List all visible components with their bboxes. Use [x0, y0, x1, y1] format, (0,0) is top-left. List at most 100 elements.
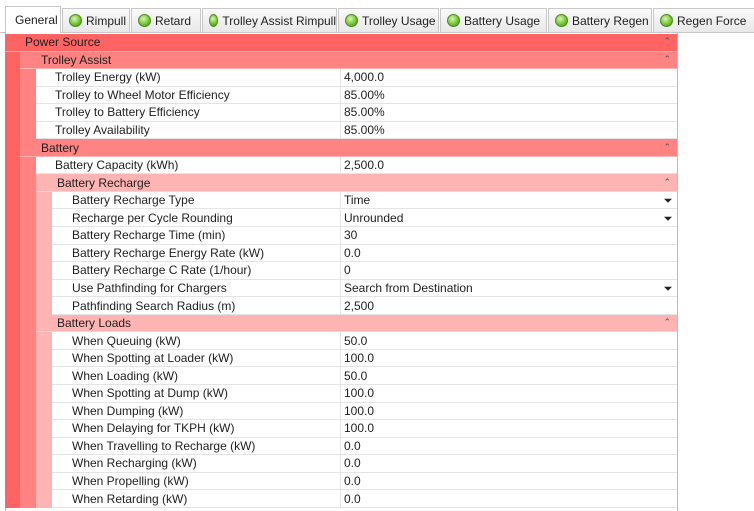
property-value[interactable]: 85.00% — [344, 105, 385, 120]
indent-strip — [5, 472, 20, 491]
category-header[interactable]: Battery ⌃ — [20, 139, 677, 157]
tab[interactable]: Trolley Assist Rimpull — [202, 8, 337, 32]
indent-strip — [5, 279, 20, 298]
column-divider — [340, 297, 341, 314]
property-label: When Dumping (kW) — [72, 403, 184, 418]
property-value[interactable]: 50.0 — [344, 368, 368, 383]
category-title: Battery Recharge — [57, 175, 151, 190]
property-value[interactable]: 100.0 — [344, 351, 375, 366]
tab-label: Retard — [155, 13, 192, 28]
property-value[interactable]: 100.0 — [344, 421, 375, 436]
indent-strip — [5, 121, 20, 140]
tab[interactable]: Trolley Usage — [338, 8, 439, 32]
property-label: When Queuing (kW) — [72, 333, 181, 348]
tab-label: Battery Usage — [464, 13, 541, 28]
tab[interactable]: Regen Force — [653, 8, 754, 32]
indent-strip — [5, 490, 20, 509]
property-label: When Spotting at Dump (kW) — [72, 386, 229, 401]
property-row: Battery Recharge Time (min) 30 — [52, 227, 677, 245]
dropdown-arrow[interactable] — [664, 216, 672, 221]
column-divider — [340, 402, 341, 420]
property-row: When Propelling (kW) 0.0 — [52, 472, 677, 491]
collapse-icon[interactable]: ⌃ — [663, 141, 671, 152]
category-header[interactable]: Battery Loads ⌃ — [36, 314, 677, 333]
status-icon — [345, 14, 358, 27]
property-value[interactable]: 2,500.0 — [344, 158, 385, 173]
collapse-icon[interactable]: ⌃ — [663, 53, 671, 64]
property-value[interactable]: 4,000.0 — [344, 70, 385, 85]
dropdown-arrow[interactable] — [664, 286, 672, 291]
property-value[interactable]: 0.0 — [344, 474, 361, 489]
collapse-icon[interactable]: ⌃ — [663, 176, 671, 187]
category-header[interactable]: Power Source ⌃ — [5, 34, 677, 52]
column-divider — [340, 279, 341, 297]
property-row: Battery Recharge C Rate (1/hour) 0 — [52, 262, 677, 280]
indent-strip — [20, 490, 36, 509]
indent-strip — [20, 297, 36, 316]
property-value[interactable]: 0.0 — [344, 491, 361, 506]
property-value[interactable]: 85.00% — [344, 123, 385, 138]
property-value[interactable]: 85.00% — [344, 87, 385, 102]
category-header[interactable]: Battery Recharge ⌃ — [36, 174, 677, 192]
column-divider — [340, 121, 341, 139]
tab-label: Trolley Usage — [362, 13, 436, 28]
column-divider — [340, 191, 341, 209]
collapse-icon[interactable]: ⌃ — [663, 317, 671, 328]
indent-strip — [20, 455, 36, 474]
column-divider — [340, 262, 341, 279]
indent-strip — [20, 402, 36, 421]
property-value[interactable]: 0.0 — [344, 438, 361, 453]
indent-strip — [36, 227, 52, 246]
indent-strip — [20, 209, 36, 228]
property-label: Trolley to Battery Efficiency — [55, 105, 200, 120]
property-value[interactable]: 100.0 — [344, 403, 375, 418]
indent-strip — [5, 314, 20, 333]
indent-strip — [36, 297, 52, 316]
tab[interactable]: Battery Usage — [440, 8, 547, 32]
indent-strip — [36, 490, 52, 509]
property-value[interactable]: 0 — [344, 263, 351, 278]
property-value[interactable]: 2,500 — [344, 298, 375, 313]
tab-label: Trolley Assist Rimpull — [222, 13, 336, 28]
property-row: Recharge per Cycle Rounding Unrounded — [52, 209, 677, 228]
indent-strip — [5, 262, 20, 281]
property-row: When Recharging (kW) 0.0 — [52, 455, 677, 473]
property-label: Trolley to Wheel Motor Efficiency — [55, 87, 230, 102]
property-label: Trolley Energy (kW) — [55, 70, 161, 85]
collapse-icon[interactable]: ⌃ — [663, 36, 671, 47]
column-divider — [340, 244, 341, 262]
indent-strip — [20, 104, 36, 123]
property-value[interactable]: Search from Destination — [344, 280, 473, 295]
column-divider — [340, 472, 341, 490]
tab[interactable]: Battery Regen — [548, 8, 652, 32]
indent-strip — [36, 209, 52, 228]
tab[interactable]: Retard — [131, 8, 201, 32]
indent-strip — [20, 191, 36, 210]
tab[interactable]: Rimpull — [62, 8, 130, 32]
status-icon — [209, 14, 219, 27]
property-value[interactable]: 100.0 — [344, 386, 375, 401]
dropdown-arrow[interactable] — [664, 199, 672, 204]
indent-strip — [20, 156, 36, 175]
property-label: When Loading (kW) — [72, 368, 179, 383]
property-value[interactable]: 30 — [344, 228, 358, 243]
indent-strip — [36, 262, 52, 281]
property-row: Pathfinding Search Radius (m) 2,500 — [52, 297, 677, 315]
status-icon — [447, 14, 460, 27]
property-value[interactable]: 0.0 — [344, 456, 361, 471]
property-label: When Spotting at Loader (kW) — [72, 351, 234, 366]
property-row: Trolley to Battery Efficiency 85.00% — [36, 104, 677, 122]
property-label: When Propelling (kW) — [72, 474, 189, 489]
column-divider — [340, 367, 341, 384]
property-value[interactable]: Time — [344, 193, 371, 208]
property-label: Battery Recharge C Rate (1/hour) — [72, 263, 252, 278]
indent-strip — [20, 472, 36, 491]
tab[interactable]: General — [5, 6, 61, 33]
indent-strip — [5, 174, 20, 193]
property-value[interactable]: Unrounded — [344, 210, 404, 225]
indent-strip — [5, 104, 20, 123]
property-value[interactable]: 0.0 — [344, 245, 361, 260]
indent-strip — [36, 455, 52, 474]
property-value[interactable]: 50.0 — [344, 333, 368, 348]
category-header[interactable]: Trolley Assist ⌃ — [20, 51, 677, 70]
